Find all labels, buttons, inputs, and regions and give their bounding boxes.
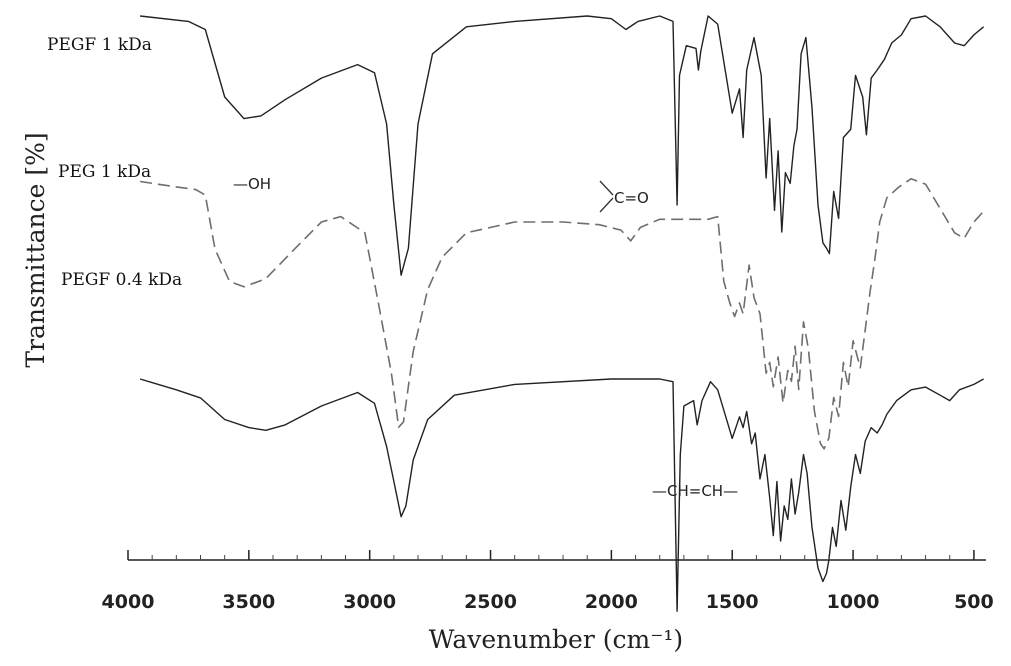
x-tick-label-2000: 2000 xyxy=(585,591,638,613)
annotation-co: C=O xyxy=(614,189,649,207)
annotation-carbonyl: C=O xyxy=(599,180,649,213)
series-line-0 xyxy=(140,15,985,276)
plot-area xyxy=(139,15,985,612)
series-label-pegf-1kda: PEGF 1 kDa xyxy=(47,35,152,55)
x-tick-label-2500: 2500 xyxy=(464,591,517,613)
annotation-oh: —OH xyxy=(233,175,271,193)
x-tick-label-3500: 3500 xyxy=(222,591,275,613)
x-tick-label-4000: 4000 xyxy=(102,591,155,613)
x-tick-label-1000: 1000 xyxy=(827,591,880,613)
x-axis: 4000 3500 3000 2500 2000 1500 1000 500 xyxy=(102,550,994,613)
series-label-pegf-04kda: PEGF 0.4 kDa xyxy=(61,270,182,290)
x-axis-title: Wavenumber (cm⁻¹) xyxy=(429,625,683,654)
y-axis-title: Transmittance [%] xyxy=(21,132,50,367)
x-tick-label-500: 500 xyxy=(954,591,994,613)
x-tick-label-1500: 1500 xyxy=(706,591,759,613)
carbonyl-bond-lower xyxy=(599,197,614,213)
carbonyl-bond-upper xyxy=(599,180,614,196)
x-tick-label-3000: 3000 xyxy=(343,591,396,613)
series-label-peg-1kda: PEG 1 kDa xyxy=(58,162,151,182)
series-line-1 xyxy=(139,178,985,450)
series-line-2 xyxy=(139,378,984,612)
annotation-ch-ch: —CH=CH— xyxy=(652,482,738,500)
